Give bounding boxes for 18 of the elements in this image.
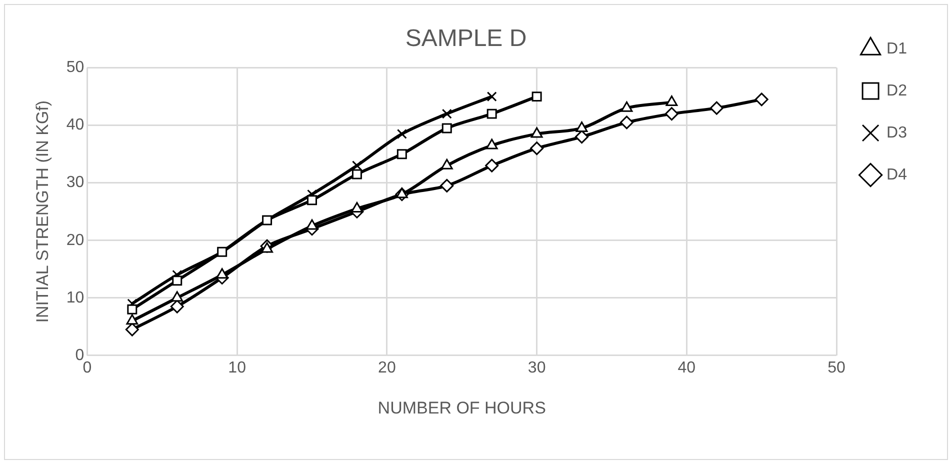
legend-label: D3 — [886, 124, 908, 142]
y-tick-label: 0 — [75, 346, 84, 364]
y-axis-title: INITIAL STRENGTH (IN KGf) — [32, 100, 52, 323]
x-tick-label: 20 — [378, 359, 396, 376]
chart-title: SAMPLE D — [405, 25, 527, 52]
y-tick-label: 30 — [66, 174, 84, 192]
x-tick-label: 30 — [528, 359, 546, 376]
legend-label: D2 — [886, 82, 908, 100]
legend-label: D4 — [886, 166, 908, 184]
y-tick-label: 40 — [66, 116, 84, 134]
x-tick-label: 40 — [678, 359, 696, 376]
legend-label: D1 — [886, 40, 908, 58]
x-tick-label: 50 — [828, 359, 846, 376]
x-tick-label: 10 — [228, 359, 246, 376]
y-tick-label: 50 — [66, 59, 84, 76]
y-tick-label: 20 — [66, 232, 84, 249]
y-tick-label: 10 — [66, 289, 84, 306]
x-axis-title: NUMBER OF HOURS — [378, 398, 546, 418]
